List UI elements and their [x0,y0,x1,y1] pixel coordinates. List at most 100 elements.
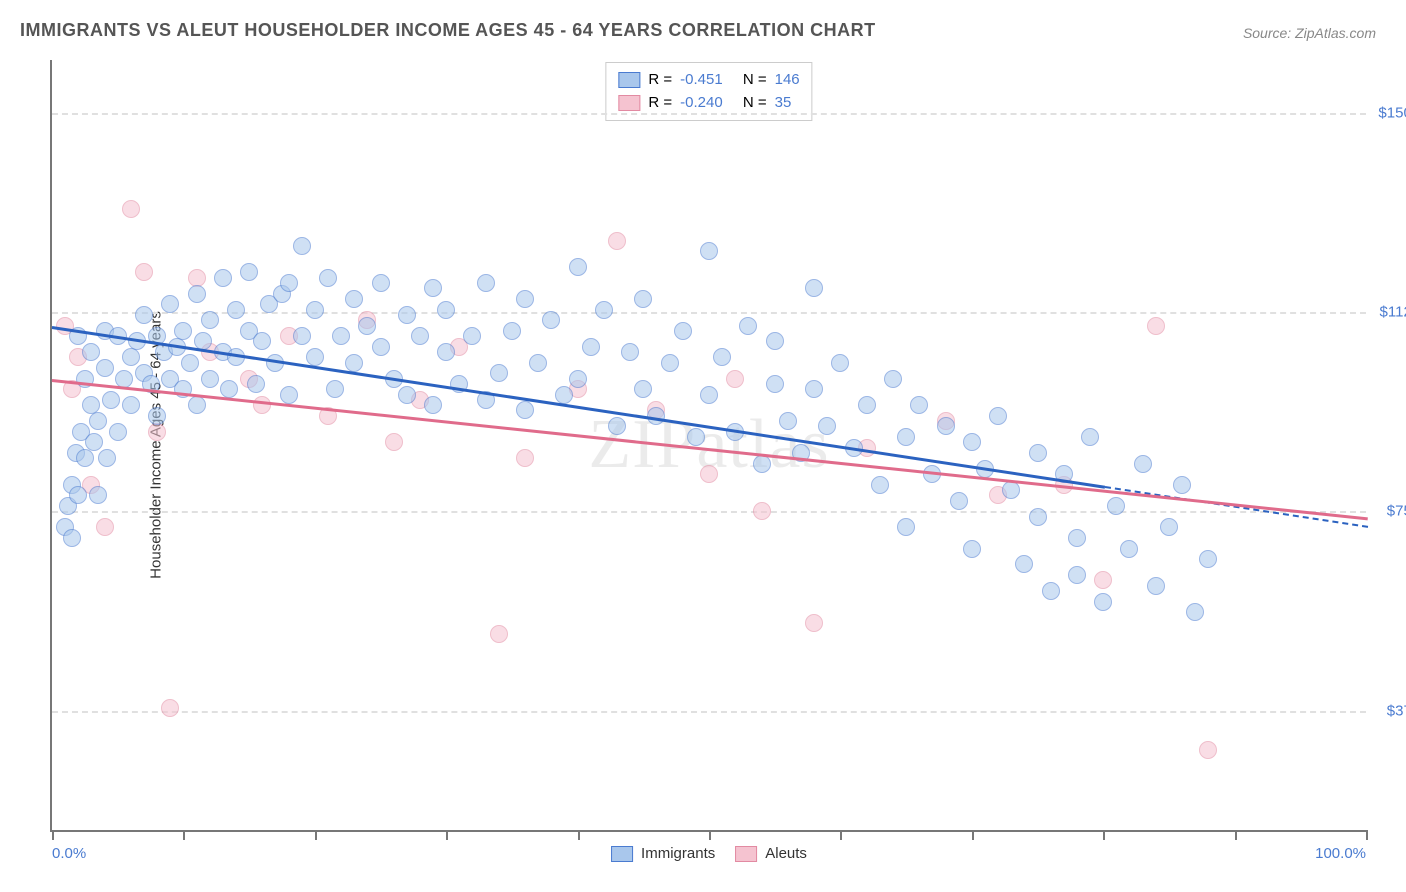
data-point [1002,481,1020,499]
data-point [69,486,87,504]
data-point [247,375,265,393]
data-point [805,279,823,297]
data-point [135,263,153,281]
data-point [897,428,915,446]
data-point [753,455,771,473]
x-tick [446,830,448,840]
data-point [634,380,652,398]
data-point [345,290,363,308]
data-point [240,263,258,281]
data-point [516,290,534,308]
x-tick [709,830,711,840]
data-point [1081,428,1099,446]
data-point [608,417,626,435]
data-point [220,380,238,398]
data-point [1029,444,1047,462]
data-point [1068,529,1086,547]
data-point [542,311,560,329]
data-point [293,237,311,255]
data-point [700,386,718,404]
r-value-1: -0.451 [680,69,723,92]
x-tick [1235,830,1237,840]
swatch-series-2-bottom [735,846,757,862]
data-point [82,343,100,361]
data-point [109,423,127,441]
data-point [700,465,718,483]
data-point [1042,582,1060,600]
data-point [398,386,416,404]
data-point [621,343,639,361]
data-point [181,354,199,372]
data-point [437,301,455,319]
data-point [569,370,587,388]
data-point [1015,555,1033,573]
data-point [805,380,823,398]
data-point [201,311,219,329]
data-point [555,386,573,404]
data-point [766,332,784,350]
data-point [634,290,652,308]
data-point [148,407,166,425]
data-point [253,396,271,414]
data-point [1029,508,1047,526]
r-value-2: -0.240 [680,92,723,115]
gridline-h [52,312,1366,314]
data-point [424,279,442,297]
data-point [937,417,955,435]
data-point [1068,566,1086,584]
data-point [253,332,271,350]
n-value-2: 35 [775,92,792,115]
data-point [805,614,823,632]
x-tick [578,830,580,840]
legend-label-1: Immigrants [641,845,715,862]
data-point [280,274,298,292]
data-point [516,401,534,419]
legend-item-1: Immigrants [611,845,715,862]
data-point [1147,317,1165,335]
data-point [174,322,192,340]
data-point [227,301,245,319]
data-point [1199,741,1217,759]
data-point [529,354,547,372]
data-point [687,428,705,446]
legend-series: Immigrants Aleuts [611,845,807,862]
data-point [115,370,133,388]
data-point [1094,593,1112,611]
source-attribution: Source: ZipAtlas.com [1243,25,1376,41]
x-tick [52,830,54,840]
data-point [963,433,981,451]
y-tick-label: $75,000 [1387,503,1406,520]
plot-area: Householder Income Ages 45 - 64 years ZI… [50,60,1366,832]
data-point [569,258,587,276]
data-point [608,232,626,250]
data-point [661,354,679,372]
data-point [122,200,140,218]
data-point [96,518,114,536]
data-point [122,348,140,366]
data-point [989,407,1007,425]
data-point [582,338,600,356]
x-tick [315,830,317,840]
gridline-h [52,511,1366,513]
data-point [411,327,429,345]
y-tick-label: $150,000 [1378,105,1406,122]
data-point [293,327,311,345]
data-point [1160,518,1178,536]
data-point [63,529,81,547]
data-point [188,285,206,303]
legend-label-2: Aleuts [765,845,807,862]
data-point [503,322,521,340]
data-point [726,370,744,388]
data-point [595,301,613,319]
data-point [1147,577,1165,595]
data-point [98,449,116,467]
data-point [477,274,495,292]
data-point [161,699,179,717]
x-tick [183,830,185,840]
r-label: R = [648,69,672,92]
data-point [89,412,107,430]
data-point [910,396,928,414]
data-point [148,423,166,441]
data-point [385,433,403,451]
legend-stats-row-2: R = -0.240 N = 35 [618,92,799,115]
